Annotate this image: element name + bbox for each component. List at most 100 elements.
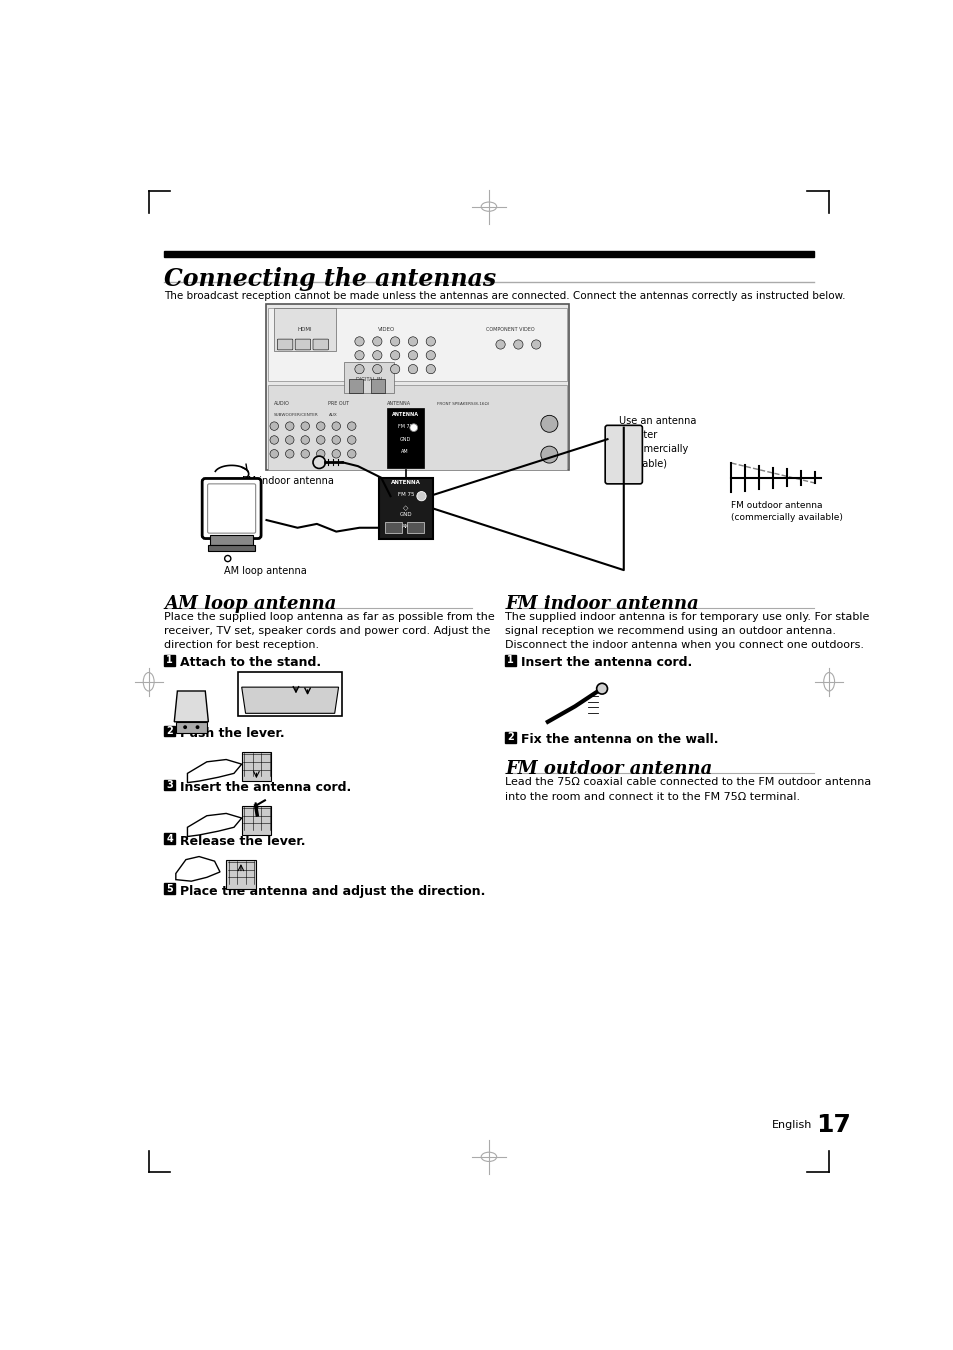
- Text: FM outdoor antenna
(commercially available): FM outdoor antenna (commercially availab…: [731, 501, 842, 521]
- Bar: [266, 305, 568, 470]
- FancyBboxPatch shape: [294, 339, 311, 350]
- Ellipse shape: [373, 336, 381, 346]
- Ellipse shape: [347, 421, 355, 431]
- Text: FM 75: FM 75: [397, 424, 412, 429]
- Ellipse shape: [540, 416, 558, 432]
- Bar: [237, 672, 342, 717]
- Bar: [378, 478, 433, 539]
- Ellipse shape: [390, 336, 399, 346]
- Text: Attach to the stand.: Attach to the stand.: [179, 656, 320, 670]
- Ellipse shape: [313, 456, 325, 468]
- Bar: [164, 883, 174, 894]
- Text: English: English: [771, 1119, 811, 1130]
- Text: 2: 2: [166, 726, 172, 736]
- Ellipse shape: [270, 436, 278, 444]
- Text: ANTENNA: ANTENNA: [391, 479, 420, 485]
- Bar: [349, 379, 363, 393]
- Text: Insert the antenna cord.: Insert the antenna cord.: [179, 780, 351, 794]
- Bar: [208, 544, 254, 551]
- Ellipse shape: [390, 364, 399, 374]
- Bar: [268, 385, 567, 470]
- Ellipse shape: [316, 436, 325, 444]
- Bar: [241, 752, 271, 782]
- Ellipse shape: [531, 340, 540, 350]
- Ellipse shape: [373, 364, 381, 374]
- Bar: [505, 732, 516, 742]
- Text: AM loop antenna: AM loop antenna: [224, 566, 306, 576]
- Ellipse shape: [347, 450, 355, 458]
- Ellipse shape: [285, 436, 294, 444]
- Text: GND: GND: [399, 437, 411, 441]
- Text: PRE OUT: PRE OUT: [328, 401, 349, 405]
- Bar: [505, 655, 516, 666]
- Text: Use an antenna
adapter
(commercially
available): Use an antenna adapter (commercially ava…: [618, 416, 696, 468]
- Bar: [226, 860, 255, 888]
- Bar: [164, 251, 813, 256]
- Ellipse shape: [332, 436, 340, 444]
- Polygon shape: [241, 687, 338, 713]
- Ellipse shape: [355, 364, 364, 374]
- Ellipse shape: [270, 450, 278, 458]
- Text: Insert the antenna cord.: Insert the antenna cord.: [520, 656, 691, 670]
- Bar: [164, 655, 174, 666]
- Text: The supplied indoor antenna is for temporary use only. For stable
signal recepti: The supplied indoor antenna is for tempo…: [505, 612, 869, 651]
- Text: Fix the antenna on the wall.: Fix the antenna on the wall.: [520, 733, 718, 747]
- Text: 5: 5: [166, 884, 172, 894]
- Text: GND: GND: [399, 512, 412, 517]
- Ellipse shape: [332, 450, 340, 458]
- FancyBboxPatch shape: [604, 425, 641, 483]
- Text: Place the supplied loop antenna as far as possible from the
receiver, TV set, sp: Place the supplied loop antenna as far a…: [164, 612, 495, 651]
- Text: AM loop antenna: AM loop antenna: [164, 595, 336, 613]
- Text: ANTENNA: ANTENNA: [392, 412, 418, 417]
- Ellipse shape: [408, 364, 417, 374]
- Bar: [164, 779, 174, 790]
- Bar: [344, 362, 394, 393]
- Text: 2: 2: [507, 732, 514, 742]
- Bar: [371, 379, 385, 393]
- Text: Place the antenna and adjust the direction.: Place the antenna and adjust the directi…: [179, 884, 484, 898]
- Text: COMPONENT VIDEO: COMPONENT VIDEO: [486, 328, 535, 332]
- Ellipse shape: [355, 351, 364, 360]
- Ellipse shape: [316, 450, 325, 458]
- Ellipse shape: [355, 336, 364, 346]
- Bar: [164, 726, 174, 736]
- Bar: [274, 308, 335, 351]
- Bar: [268, 308, 567, 382]
- Bar: [386, 409, 423, 468]
- Ellipse shape: [390, 351, 399, 360]
- Ellipse shape: [347, 436, 355, 444]
- Text: ANTENNA: ANTENNA: [386, 401, 411, 405]
- Text: AUX: AUX: [328, 413, 337, 417]
- Ellipse shape: [496, 340, 505, 350]
- Polygon shape: [174, 691, 208, 722]
- Text: HDMI: HDMI: [297, 328, 313, 332]
- Text: VIDEO: VIDEO: [377, 328, 395, 332]
- Ellipse shape: [332, 421, 340, 431]
- Text: FRONT SPEAKERS(8-16Ω): FRONT SPEAKERS(8-16Ω): [436, 401, 489, 405]
- Ellipse shape: [301, 450, 309, 458]
- Ellipse shape: [426, 364, 435, 374]
- Ellipse shape: [410, 424, 417, 432]
- Text: AUDIO: AUDIO: [274, 401, 290, 405]
- Text: Push the lever.: Push the lever.: [179, 726, 284, 740]
- Bar: [241, 806, 271, 836]
- Ellipse shape: [416, 491, 426, 501]
- Text: Release the lever.: Release the lever.: [179, 834, 305, 848]
- FancyBboxPatch shape: [277, 339, 293, 350]
- Ellipse shape: [285, 450, 294, 458]
- Bar: [385, 522, 402, 533]
- Text: 17: 17: [815, 1112, 850, 1137]
- Text: FM outdoor antenna: FM outdoor antenna: [505, 760, 712, 779]
- Text: 1: 1: [507, 655, 514, 666]
- Text: FM 75: FM 75: [397, 493, 414, 497]
- Bar: [210, 536, 253, 544]
- Ellipse shape: [408, 351, 417, 360]
- Ellipse shape: [513, 340, 522, 350]
- Text: FM indoor antenna: FM indoor antenna: [505, 595, 699, 613]
- Text: 3: 3: [166, 780, 172, 790]
- Ellipse shape: [316, 421, 325, 431]
- Ellipse shape: [195, 725, 199, 729]
- Text: AM: AM: [401, 450, 409, 454]
- Ellipse shape: [270, 421, 278, 431]
- Ellipse shape: [426, 351, 435, 360]
